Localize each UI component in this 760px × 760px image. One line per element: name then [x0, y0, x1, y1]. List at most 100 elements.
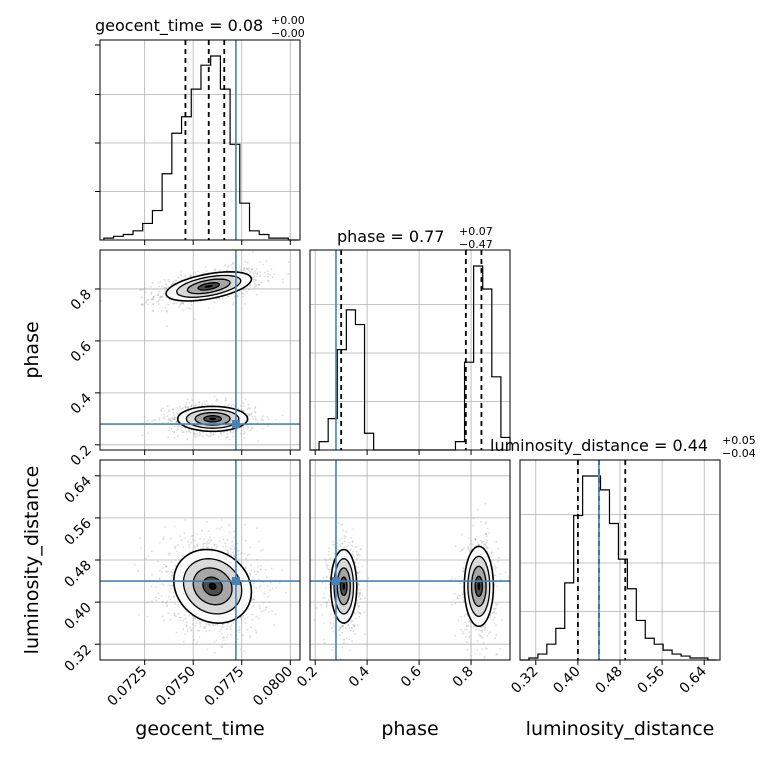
sample-point: [161, 299, 164, 302]
sample-point: [181, 426, 184, 429]
sample-point: [200, 434, 203, 437]
sample-point: [173, 431, 176, 434]
sample-point: [232, 301, 235, 304]
sample-point: [245, 267, 248, 270]
sample-point: [229, 633, 232, 636]
sample-point: [173, 417, 176, 420]
sample-point: [242, 429, 245, 432]
sample-point: [266, 415, 269, 418]
sample-point: [151, 420, 154, 422]
sample-point: [320, 604, 323, 606]
sample-point: [141, 303, 144, 306]
sample-point: [481, 629, 483, 632]
sample-point: [474, 539, 477, 542]
sample-point: [254, 279, 257, 281]
sample-point: [164, 288, 167, 290]
sample-point: [159, 280, 162, 283]
sample-point: [227, 551, 229, 554]
sample-point: [220, 646, 223, 649]
sample-point: [233, 530, 236, 533]
sample-point: [199, 432, 202, 435]
sample-point: [199, 621, 202, 623]
sample-point: [263, 592, 266, 595]
sample-point: [347, 624, 350, 627]
sample-point: [233, 295, 236, 298]
sample-point: [338, 628, 341, 631]
sample-point: [350, 626, 353, 629]
sample-point: [475, 628, 477, 631]
sample-point: [356, 572, 359, 575]
sample-point: [190, 628, 193, 631]
sample-point: [495, 634, 497, 636]
sample-point: [352, 630, 355, 633]
sample-point: [266, 606, 268, 608]
sample-point: [232, 261, 235, 264]
sample-point: [330, 557, 332, 560]
sample-point: [492, 611, 495, 613]
title-luminosity-distance-sub: −0.04: [722, 447, 756, 460]
sample-point: [259, 585, 262, 587]
sample-point: [481, 648, 484, 651]
sample-point: [189, 274, 192, 276]
sample-point: [207, 542, 210, 545]
sample-point: [497, 603, 499, 605]
sample-point: [253, 275, 256, 277]
sample-point: [225, 636, 228, 639]
sample-point: [468, 631, 471, 633]
sample-point: [174, 547, 177, 550]
sample-point: [493, 622, 496, 625]
sample-point: [165, 605, 168, 608]
sample-point: [230, 624, 233, 626]
sample-point: [208, 629, 211, 632]
sample-point: [476, 541, 479, 544]
sample-point: [341, 646, 343, 649]
sample-point: [176, 426, 179, 428]
sample-point: [357, 592, 360, 595]
sample-point: [352, 550, 354, 553]
sample-point: [168, 298, 171, 301]
sample-point: [247, 288, 250, 291]
sample-point: [185, 401, 188, 404]
sample-point: [499, 573, 502, 575]
sample-point: [173, 414, 175, 416]
sample-point: [154, 419, 157, 422]
sample-point: [173, 282, 176, 284]
sample-point: [239, 268, 242, 271]
sample-point: [359, 589, 361, 592]
sample-point: [474, 653, 476, 655]
sample-point: [175, 421, 178, 424]
sample-point: [241, 292, 244, 295]
sample-point: [456, 596, 459, 599]
sample-point: [196, 533, 199, 536]
sample-point: [173, 425, 176, 428]
sample-point: [453, 592, 456, 595]
sample-point: [242, 409, 244, 412]
sample-point: [177, 412, 180, 415]
sample-point: [325, 575, 328, 578]
sample-point: [257, 565, 259, 568]
sample-point: [215, 399, 218, 402]
sample-point: [257, 617, 260, 620]
sample-point: [248, 573, 251, 576]
sample-point: [178, 616, 181, 619]
sample-point: [248, 267, 250, 270]
sample-point: [213, 395, 216, 398]
sample-point: [186, 438, 189, 441]
sample-point: [167, 419, 170, 421]
sample-point: [147, 298, 150, 301]
sample-point: [186, 406, 189, 409]
sample-point: [480, 539, 482, 542]
sample-point: [175, 615, 177, 618]
sample-point: [313, 619, 316, 622]
sample-point: [342, 529, 345, 532]
sample-point: [204, 403, 206, 405]
phase-xticks: 0.2 0.4 0.6 0.8: [294, 660, 477, 691]
sample-point: [177, 544, 180, 546]
sample-point: [173, 525, 176, 528]
sample-point: [179, 304, 182, 306]
sample-point: [484, 627, 486, 629]
sample-point: [174, 416, 176, 419]
sample-point: [232, 551, 234, 554]
sample-point: [484, 543, 486, 546]
sample-point: [213, 268, 215, 271]
